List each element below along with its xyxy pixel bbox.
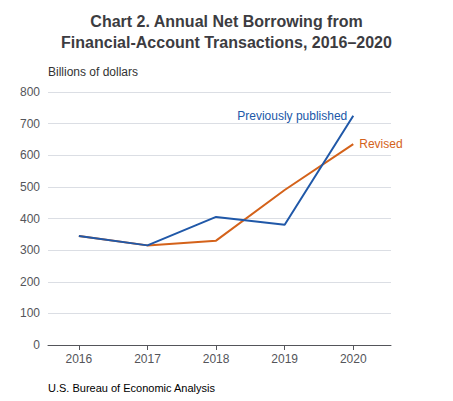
svg-text:400: 400 [20,212,40,226]
svg-text:U.S. Bureau of Economic Analys: U.S. Bureau of Economic Analysis [48,382,215,394]
svg-text:300: 300 [20,243,40,257]
svg-text:2017: 2017 [134,352,161,366]
svg-text:Previously published: Previously published [237,109,347,123]
svg-text:2016: 2016 [66,352,93,366]
svg-text:2020: 2020 [340,352,367,366]
svg-text:Financial-Account Transactions: Financial-Account Transactions, 2016–202… [61,34,392,51]
svg-text:Chart 2. Annual Net Borrowing: Chart 2. Annual Net Borrowing from [90,13,362,30]
svg-text:700: 700 [20,117,40,131]
svg-text:2018: 2018 [203,352,230,366]
svg-text:600: 600 [20,148,40,162]
svg-text:Billions of dollars: Billions of dollars [48,65,138,79]
svg-text:0: 0 [33,338,40,352]
svg-text:500: 500 [20,180,40,194]
svg-text:2019: 2019 [271,352,298,366]
svg-text:Revised: Revised [359,137,402,151]
svg-text:100: 100 [20,306,40,320]
svg-text:200: 200 [20,275,40,289]
svg-text:800: 800 [20,85,40,99]
